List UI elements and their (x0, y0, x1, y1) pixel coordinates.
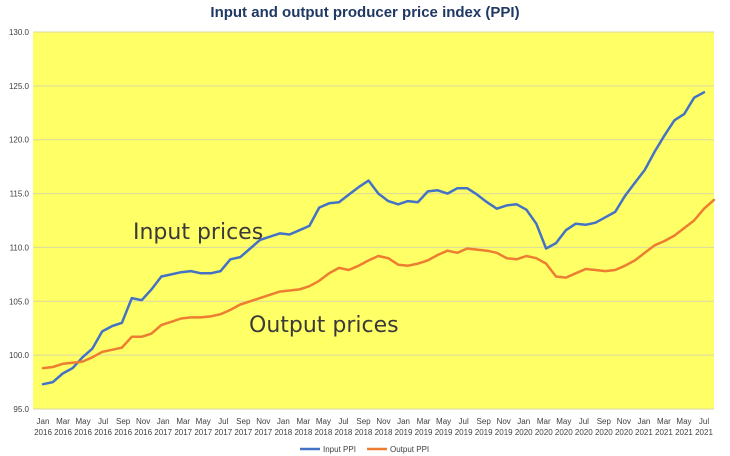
x-tick-label: Nov (617, 417, 631, 426)
x-tick-label: 2020 (535, 428, 553, 437)
series-lines (41, 91, 716, 386)
x-tick-label: 2016 (94, 428, 112, 437)
x-tick-label: 2017 (174, 428, 192, 437)
x-tick-label: May (75, 417, 90, 426)
x-tick-label: Nov (497, 417, 511, 426)
x-tick-label: Jan (637, 417, 650, 426)
x-tick-label: 2020 (515, 428, 533, 437)
x-tick-label: Sep (597, 417, 612, 426)
x-tick-label: 2019 (395, 428, 413, 437)
x-tick-label: Jul (699, 417, 709, 426)
x-tick-label: 2018 (315, 428, 333, 437)
x-tick-label: Sep (236, 417, 251, 426)
x-tick-label: 2020 (615, 428, 633, 437)
gridlines (33, 31, 714, 410)
y-tick-label: 125.0 (9, 82, 30, 91)
x-tick-label: 2017 (254, 428, 272, 437)
x-tick-label: Jul (579, 417, 589, 426)
y-tick-label: 100.0 (9, 351, 30, 360)
x-tick-label: Mar (417, 417, 431, 426)
x-tick-label: Sep (356, 417, 371, 426)
x-tick-label: 2020 (555, 428, 573, 437)
legend-label: Output PPI (390, 445, 429, 454)
x-tick-label: 2018 (355, 428, 373, 437)
x-tick-label: 2016 (54, 428, 72, 437)
x-tick-label: Nov (256, 417, 270, 426)
x-tick-label: 2021 (695, 428, 713, 437)
x-tick-label: 2019 (495, 428, 513, 437)
x-tick-label: Mar (176, 417, 190, 426)
x-tick-label: 2021 (675, 428, 693, 437)
x-tick-label: 2020 (595, 428, 613, 437)
x-tick-label: Mar (657, 417, 671, 426)
x-tick-label: 2017 (194, 428, 212, 437)
x-tick-label: Mar (537, 417, 551, 426)
x-tick-label: Jul (98, 417, 108, 426)
x-tick-label: 2021 (635, 428, 653, 437)
x-tick-label: 2018 (375, 428, 393, 437)
x-tick-label: Nov (376, 417, 390, 426)
x-tick-label: 2016 (34, 428, 52, 437)
x-tick-label: 2016 (74, 428, 92, 437)
legend: Input PPI Output PPI (300, 445, 429, 454)
y-tick-label: 110.0 (10, 243, 30, 252)
x-tick-label: 2018 (294, 428, 312, 437)
x-tick-label: 2019 (455, 428, 473, 437)
x-tick-label: Jan (157, 417, 170, 426)
x-tick-label: 2017 (234, 428, 252, 437)
x-tick-label: Mar (56, 417, 70, 426)
x-tick-label: Jan (517, 417, 530, 426)
y-tick-label: 95.0 (13, 405, 29, 414)
annotation-input-prices: Input prices (133, 220, 263, 245)
x-tick-label: 2018 (335, 428, 353, 437)
y-tick-label: 130.0 (9, 28, 30, 37)
x-tick-label: Jan (37, 417, 50, 426)
x-tick-label: Jan (277, 417, 290, 426)
x-tick-label: 2019 (435, 428, 453, 437)
x-tick-label: Nov (136, 417, 150, 426)
x-tick-label: 2021 (655, 428, 673, 437)
x-tick-label: May (196, 417, 211, 426)
x-tick-label: 2016 (114, 428, 132, 437)
x-tick-label: 2016 (134, 428, 152, 437)
x-tick-label: May (436, 417, 451, 426)
x-tick-label: 2019 (475, 428, 493, 437)
x-tick-label: 2020 (575, 428, 593, 437)
x-tick-label: 2019 (415, 428, 433, 437)
x-tick-label: Sep (477, 417, 492, 426)
y-axis-ticks: 95.0 100.0 105.0 110.0 115.0 120.0 125.0 130.0 (9, 28, 30, 414)
series-line-input-ppi (41, 91, 706, 386)
x-tick-label: Mar (297, 417, 311, 426)
x-axis-ticks: Jan2016Mar2016May2016Jul2016Sep2016Nov20… (34, 417, 713, 437)
legend-label: Input PPI (323, 445, 356, 454)
series-line-output-ppi (41, 198, 716, 370)
y-tick-label: 120.0 (9, 136, 30, 145)
x-tick-label: May (556, 417, 571, 426)
x-tick-label: Sep (116, 417, 131, 426)
x-tick-label: Jul (218, 417, 228, 426)
x-tick-label: Jul (338, 417, 348, 426)
x-tick-label: 2018 (274, 428, 292, 437)
y-tick-label: 115.0 (10, 190, 30, 199)
x-tick-label: May (316, 417, 331, 426)
x-tick-label: 2017 (154, 428, 172, 437)
x-tick-label: Jul (459, 417, 469, 426)
y-tick-label: 105.0 (9, 297, 30, 306)
x-tick-label: May (676, 417, 691, 426)
annotation-output-prices: Output prices (249, 313, 399, 338)
x-tick-label: Jan (397, 417, 410, 426)
chart-title: Input and output producer price index (P… (210, 4, 519, 21)
x-tick-label: 2017 (214, 428, 232, 437)
